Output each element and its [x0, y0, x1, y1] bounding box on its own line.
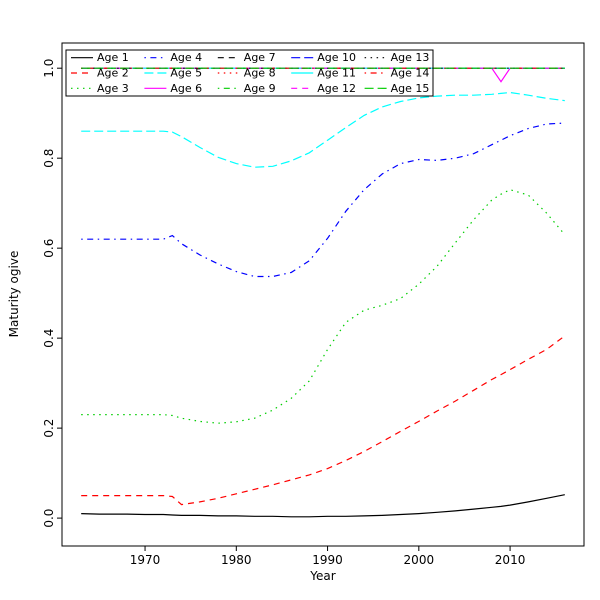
y-tick-label: 0.6: [42, 239, 56, 258]
y-tick-label: 0.4: [42, 329, 56, 348]
series-line-age-3: [81, 189, 566, 424]
series-line-age-2: [81, 335, 566, 506]
legend-label-age-14: Age 14: [391, 67, 430, 80]
legend-label-age-11: Age 11: [317, 67, 356, 80]
legend-label-age-12: Age 12: [317, 82, 356, 95]
legend-label-age-13: Age 13: [391, 51, 430, 64]
legend-label-age-10: Age 10: [317, 51, 356, 64]
x-tick-label: 2000: [404, 553, 435, 567]
legend-label-age-9: Age 9: [244, 82, 276, 95]
legend-label-age-4: Age 4: [170, 51, 202, 64]
y-tick-label: 1.0: [42, 59, 56, 78]
y-tick-label: 0.0: [42, 509, 56, 528]
y-tick-label: 0.8: [42, 149, 56, 168]
plot-box: [61, 42, 585, 547]
series-line-age-4: [81, 122, 565, 278]
legend-label-age-3: Age 3: [97, 82, 129, 95]
series-line-age-5: [81, 91, 565, 168]
y-tick-label: 0.2: [42, 419, 56, 438]
legend-label-age-8: Age 8: [244, 67, 276, 80]
legend-label-age-15: Age 15: [391, 82, 430, 95]
legend-label-age-2: Age 2: [97, 67, 129, 80]
legend-label-age-6: Age 6: [170, 82, 202, 95]
legend-label-age-1: Age 1: [97, 51, 129, 64]
x-tick-label: 1980: [221, 553, 252, 567]
legend-label-age-7: Age 7: [244, 51, 276, 64]
series-line-age-1: [81, 494, 565, 518]
legend-label-age-5: Age 5: [170, 67, 202, 80]
x-tick-label: 1990: [312, 553, 343, 567]
x-tick-label: 1970: [130, 553, 161, 567]
x-axis-title: Year: [310, 569, 336, 583]
y-axis-title: Maturity ogive: [7, 250, 21, 338]
legend-box: [65, 49, 434, 97]
x-tick-label: 2010: [495, 553, 526, 567]
